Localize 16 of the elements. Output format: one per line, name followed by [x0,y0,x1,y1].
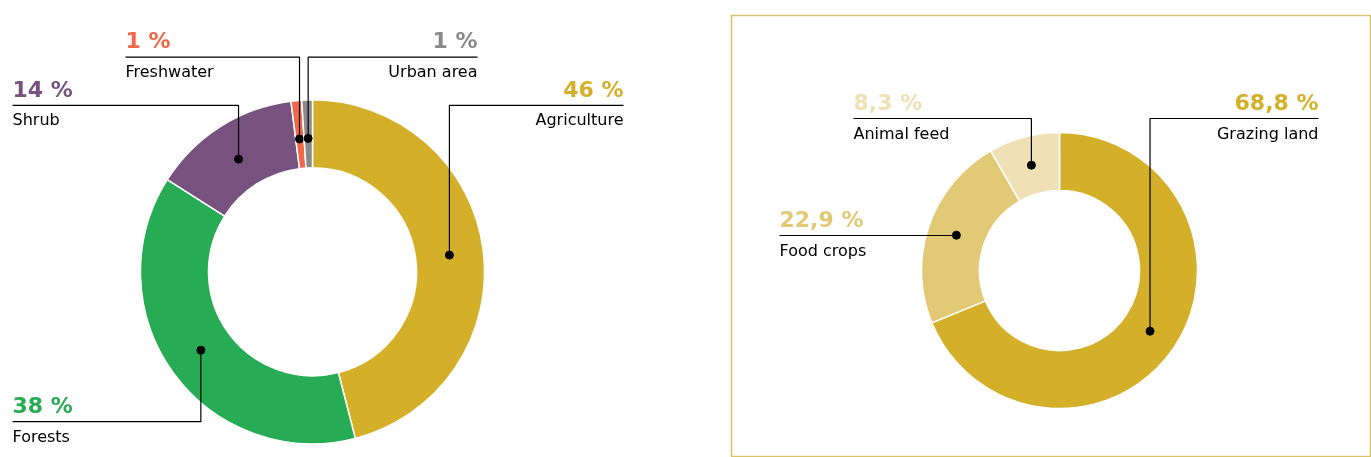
slice-label: Freshwater [125,61,215,81]
data-label: 1 % [432,28,478,54]
slice-label: Agriculture [535,110,624,130]
data-label: 8,3 % [853,89,923,115]
slice-label: Animal feed [853,123,950,143]
slice-label: Urban area [388,61,478,81]
data-label: 1 % [125,28,171,54]
slice-label: Forests [12,426,70,446]
slice-label: Grazing land [1216,123,1319,143]
slice-label: Food crops [779,240,867,260]
slice-label: Shrub [12,110,60,130]
data-label: 68,8 % [1234,89,1319,115]
data-label: 38 % [12,392,73,418]
data-label: 22,9 % [779,206,864,232]
data-label: 14 % [12,76,73,102]
data-label: 46 % [563,76,624,102]
